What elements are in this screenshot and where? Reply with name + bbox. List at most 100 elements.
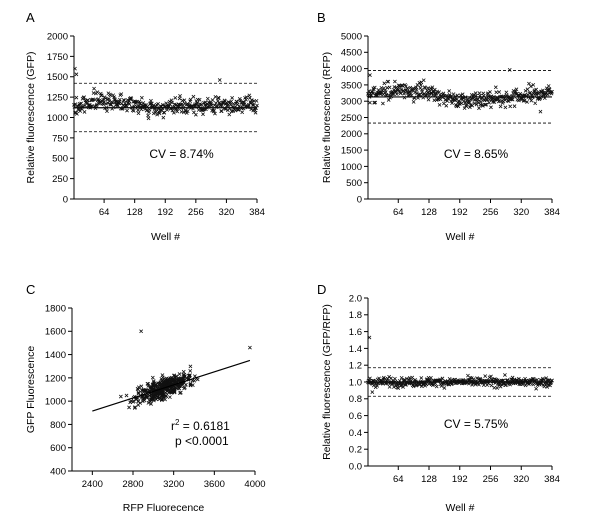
panel-a-xtick-label: 384 bbox=[249, 207, 265, 218]
panel-b-point-331 bbox=[525, 100, 529, 104]
panel-a-point-288 bbox=[209, 103, 214, 108]
panel-d-ytick-label: 1.6 bbox=[349, 327, 362, 338]
panel-b-xlabel: Well # bbox=[446, 231, 475, 243]
panel-c-ytick-label: 400 bbox=[50, 466, 66, 477]
panel-d-ytick-label: 1.4 bbox=[349, 344, 362, 355]
panel-a-point-258 bbox=[195, 101, 200, 105]
panel-a-xtick-label: 128 bbox=[127, 207, 143, 218]
panel-b-ytick-label: 2500 bbox=[341, 113, 362, 124]
panel-d-xtick-label: 192 bbox=[452, 474, 468, 485]
panel-a-point-371 bbox=[249, 107, 254, 112]
panel-b-point-299 bbox=[509, 97, 514, 102]
panel-c-point-264 bbox=[168, 376, 173, 381]
panel-b-point-254 bbox=[488, 90, 492, 94]
panel-a-point-130 bbox=[134, 100, 138, 104]
panel-a-point-163 bbox=[150, 101, 154, 106]
panel-a-point-263 bbox=[197, 97, 202, 102]
panel-b-point-256 bbox=[489, 105, 493, 110]
panel-c-point-outlier-0 bbox=[139, 329, 144, 334]
panel-c-point-4 bbox=[133, 405, 137, 409]
panel-c-point-304 bbox=[139, 388, 144, 393]
panel-d-point-23 bbox=[377, 376, 381, 381]
panel-b-point-310 bbox=[515, 91, 519, 96]
panel-b-point-101 bbox=[414, 87, 419, 92]
panel-c-point-293 bbox=[138, 401, 143, 405]
panel-d-xtick-label: 256 bbox=[483, 474, 499, 485]
panel-a-point-352 bbox=[240, 110, 245, 115]
panel-c-point-307 bbox=[167, 388, 172, 393]
panel-c-point-112 bbox=[128, 400, 133, 405]
panel-a-point-outlier-2 bbox=[217, 78, 222, 82]
panel-a-ytick-label: 1250 bbox=[47, 93, 68, 104]
panel-d-point-56 bbox=[393, 376, 397, 381]
panel-a-point-48 bbox=[95, 102, 99, 107]
panel-b-point-252 bbox=[487, 100, 491, 105]
panel-b-point-194 bbox=[459, 97, 464, 101]
panel-c-ytick-label: 800 bbox=[50, 420, 66, 431]
panel-a-point-380 bbox=[253, 110, 258, 115]
panel-c-point-281 bbox=[192, 378, 197, 383]
panel-d-point-373 bbox=[545, 385, 550, 389]
panel-a-point-293 bbox=[212, 108, 216, 113]
panel-b-point-356 bbox=[537, 90, 541, 95]
panel-a-point-49 bbox=[95, 90, 100, 95]
panel-b-point-229 bbox=[476, 97, 480, 102]
panel-c-point-300 bbox=[143, 394, 148, 398]
panel-b-point-37 bbox=[383, 90, 388, 94]
panel-d-point-131 bbox=[429, 375, 433, 380]
panel-b-point-244 bbox=[483, 102, 488, 107]
panel-d-xtick-label: 384 bbox=[544, 474, 560, 485]
panel-a-point-206 bbox=[170, 108, 175, 113]
panel-a-point-361 bbox=[244, 95, 249, 100]
panel-a-point-280 bbox=[205, 96, 210, 101]
panel-c-point-252 bbox=[136, 390, 141, 395]
panel-b-point-197 bbox=[460, 92, 465, 97]
panel-a-point-6 bbox=[74, 111, 79, 116]
panel-b-point-343 bbox=[530, 94, 535, 99]
panel-a-point-58 bbox=[99, 93, 104, 98]
panel-b-point-286 bbox=[503, 105, 508, 110]
panel-d-point-372 bbox=[544, 382, 549, 386]
panel-c-point-303 bbox=[145, 381, 150, 386]
panel-a-point-125 bbox=[131, 109, 136, 113]
panel-c-point-367 bbox=[149, 397, 153, 402]
panel-c-point-380 bbox=[182, 374, 186, 379]
panel-c-ytick-label: 1400 bbox=[45, 350, 66, 361]
panel-c-ytick-label: 1200 bbox=[45, 373, 66, 384]
panel-a-point-142 bbox=[139, 95, 144, 100]
panel-b-point-12 bbox=[371, 87, 376, 92]
panel-d-point-111 bbox=[419, 376, 424, 380]
panel-a-cv-label: CV = 8.74% bbox=[149, 147, 214, 161]
panel-d-point-92 bbox=[410, 375, 415, 380]
panel-c-point-251 bbox=[156, 381, 161, 386]
panel-c-ylabel: GFP Fluorescence bbox=[25, 346, 37, 434]
panel-c-point-203 bbox=[153, 382, 158, 387]
r2-value: = 0.6181 bbox=[179, 419, 230, 433]
panel-a-point-195 bbox=[165, 108, 170, 112]
panel-a-xtick-label: 320 bbox=[218, 207, 234, 218]
panel-b-point-148 bbox=[437, 90, 441, 95]
panel-b: B 0 500 1000 1500 2000 2500 3000 3500 4000 4500 500… bbox=[317, 10, 560, 243]
panel-b-point-165 bbox=[445, 99, 450, 103]
panel-c-point-373 bbox=[155, 395, 160, 400]
panel-c-point-319 bbox=[160, 373, 165, 377]
panel-a-point-82 bbox=[111, 93, 116, 98]
panel-b-point-262 bbox=[491, 94, 496, 99]
panel-c-ytick-label: 1000 bbox=[45, 397, 66, 408]
panel-a-ytick-label: 0 bbox=[63, 194, 68, 205]
panel-d-point-121 bbox=[424, 382, 429, 387]
panel-b-point-75 bbox=[402, 91, 406, 96]
panel-b-point-45 bbox=[387, 85, 392, 90]
panel-d-ytick-label: 2.0 bbox=[349, 293, 362, 304]
panel-a-point-2 bbox=[73, 110, 77, 115]
panel-c-point-278 bbox=[168, 395, 172, 400]
panel-a-point-69 bbox=[105, 109, 109, 114]
panel-a-ytick-label: 250 bbox=[52, 174, 68, 185]
panel-b-point-332 bbox=[525, 87, 530, 92]
panel-c-point-257 bbox=[160, 396, 165, 401]
panel-a-point-74 bbox=[107, 99, 112, 103]
panel-d-point-155 bbox=[440, 376, 445, 381]
panel-a-point-100 bbox=[119, 101, 124, 106]
panel-a-point-212 bbox=[173, 95, 178, 100]
panel-b-point-98 bbox=[413, 90, 417, 95]
